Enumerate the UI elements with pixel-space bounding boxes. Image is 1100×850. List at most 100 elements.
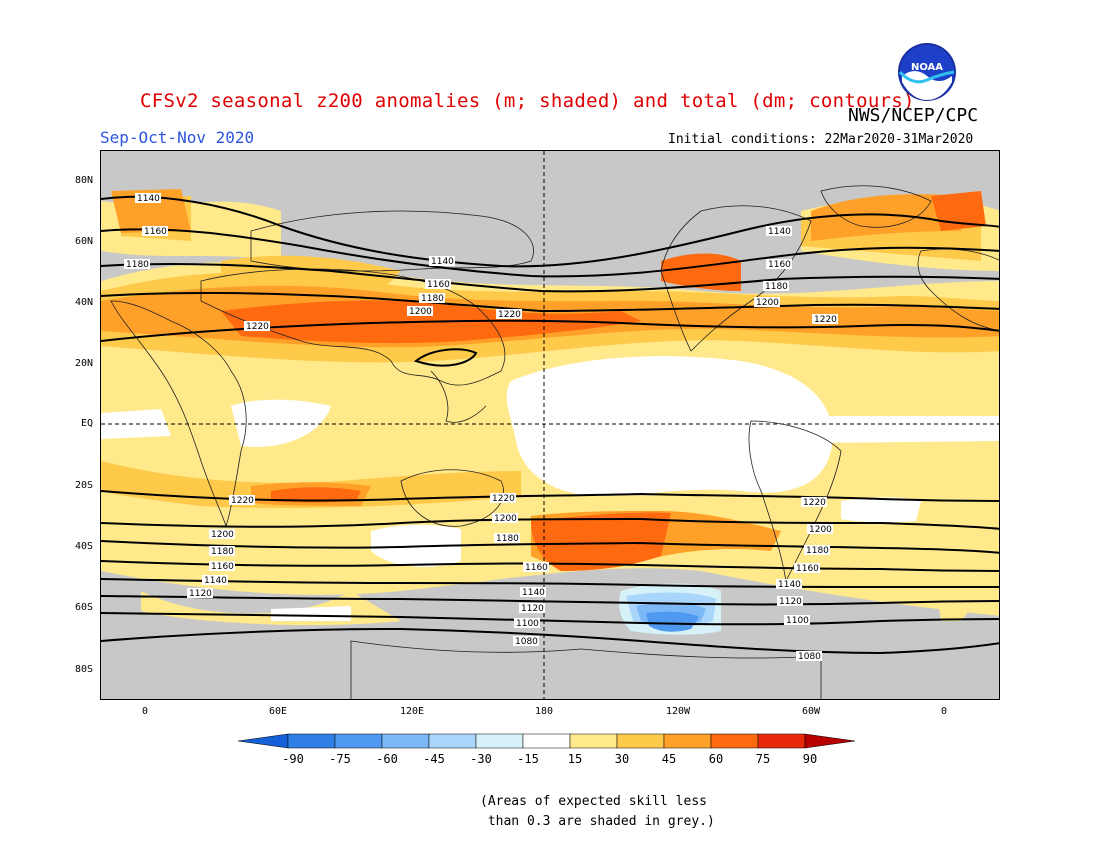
lon-label: 180 [534,706,554,717]
svg-text:1140: 1140 [431,257,454,267]
lat-label: 40S [74,541,93,552]
svg-text:1120: 1120 [779,597,802,607]
svg-text:1140: 1140 [522,588,545,598]
svg-text:1180: 1180 [765,282,788,292]
contour-label: 1140 [202,575,228,586]
colorbar-label: 75 [755,752,771,766]
contour-label: 1160 [794,563,820,574]
colorbar-segment [334,733,383,749]
lat-label: 20S [74,480,93,491]
contour-label: 1160 [142,226,168,237]
colorbar [238,733,856,749]
contour-label: 1200 [754,297,780,308]
colorbar-segment [475,733,524,749]
contour-label: 1140 [776,579,802,590]
svg-text:1100: 1100 [516,619,539,629]
svg-text:1160: 1160 [796,564,819,574]
colorbar-label: -30 [470,752,492,766]
colorbar-segment [428,733,477,749]
contour-label: 1160 [425,279,451,290]
svg-text:1200: 1200 [756,298,779,308]
svg-text:1080: 1080 [798,652,821,662]
svg-text:1200: 1200 [211,530,234,540]
contour-label: 1200 [807,524,833,535]
lon-label: 0 [940,706,948,717]
contour-label: 1180 [804,545,830,556]
contour-label: 1120 [777,596,803,607]
contour-label: 1140 [135,193,161,204]
svg-text:1160: 1160 [211,562,234,572]
contour-label: 1220 [812,314,838,325]
colorbar-segment [381,733,430,749]
contour-label: 1180 [209,546,235,557]
contour-label: 1200 [492,513,518,524]
colorbar-label: -75 [329,752,351,766]
colorbar-arrow-left [238,733,289,749]
contour-label: 1220 [244,321,270,332]
svg-text:1160: 1160 [768,260,791,270]
lat-label: 60S [74,602,93,613]
contour-label: 1180 [494,533,520,544]
svg-text:1220: 1220 [231,496,254,506]
svg-text:1180: 1180 [126,260,149,270]
colorbar-segment [710,733,759,749]
map-title: CFSv2 seasonal z200 anomalies (m; shaded… [140,90,915,112]
svg-text:1140: 1140 [204,576,227,586]
colorbar-segment [616,733,665,749]
contour-label: 1220 [496,309,522,320]
svg-text:1180: 1180 [211,547,234,557]
contour-label: 1100 [784,615,810,626]
lon-label: 0 [141,706,149,717]
svg-text:1100: 1100 [786,616,809,626]
svg-text:1220: 1220 [814,315,837,325]
lat-label: 80N [74,175,93,186]
contour-label: 1180 [763,281,789,292]
colorbar-segment [757,733,806,749]
colorbar-label: -60 [376,752,398,766]
svg-text:1220: 1220 [498,310,521,320]
contour-label: 1160 [766,259,792,270]
contour-label: 1140 [429,256,455,267]
svg-text:1120: 1120 [521,604,544,614]
svg-text:1160: 1160 [144,227,167,237]
contour-label: 1180 [124,259,150,270]
contour-label: 1160 [523,562,549,573]
colorbar-label: 15 [567,752,583,766]
contour-label: 1140 [766,226,792,237]
contour-label: 1080 [796,651,822,662]
colorbar-label: -15 [517,752,539,766]
svg-text:1160: 1160 [525,563,548,573]
svg-text:1140: 1140 [778,580,801,590]
contour-label: 1140 [520,587,546,598]
svg-text:1200: 1200 [409,307,432,317]
svg-text:1200: 1200 [809,525,832,535]
contour-label: 1120 [519,603,545,614]
agency-label: NWS/NCEP/CPC [848,105,979,126]
svg-text:1080: 1080 [515,637,538,647]
svg-text:1180: 1180 [496,534,519,544]
contour-label: 1200 [407,306,433,317]
svg-text:1220: 1220 [803,498,826,508]
lat-label: 20N [74,358,93,369]
skill-note: (Areas of expected skill less than 0.3 a… [480,794,715,829]
colorbar-segment [522,733,571,749]
svg-text:1120: 1120 [189,589,212,599]
colorbar-arrow-right [804,733,856,749]
colorbar-label: 60 [708,752,724,766]
svg-text:1140: 1140 [768,227,791,237]
lat-label: 40N [74,297,93,308]
svg-text:1200: 1200 [494,514,517,524]
map-canvas: 1140 1160 1180 1220 1140 1160 1180 1200 … [101,151,999,699]
contour-label: 1080 [513,636,539,647]
colorbar-label: 90 [802,752,818,766]
lon-label: 60E [268,706,288,717]
contour-label: 1160 [209,561,235,572]
contour-label: 1220 [801,497,827,508]
season-label: Sep-Oct-Nov 2020 [100,128,255,147]
lat-label: EQ [80,418,93,429]
contour-label: 1220 [490,493,516,504]
contour-label: 1200 [209,529,235,540]
colorbar-segment [569,733,618,749]
anomaly-map: 1140 1160 1180 1220 1140 1160 1180 1200 … [100,150,1000,700]
colorbar-label: -90 [282,752,304,766]
